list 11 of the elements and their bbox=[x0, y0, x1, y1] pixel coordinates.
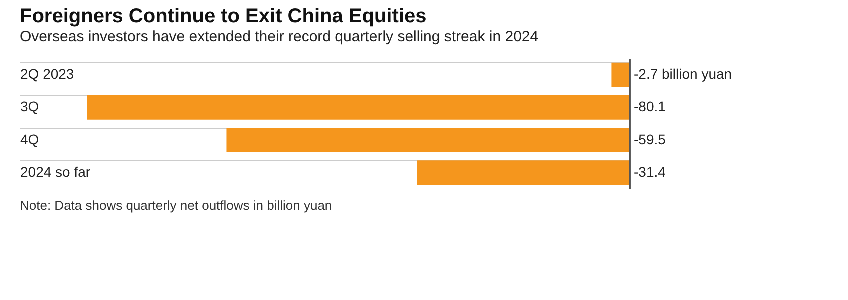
data-label: -59.5 bbox=[634, 131, 666, 148]
y-tick-label: 3Q bbox=[20, 98, 40, 115]
data-label: -80.1 bbox=[634, 98, 666, 115]
data-label: -31.4 bbox=[634, 164, 666, 180]
chart-title: Foreigners Continue to Exit China Equities bbox=[20, 5, 427, 28]
text: Note: Data shows quarterly net outflows in billion yuan bbox=[20, 198, 334, 213]
data-label: -2.7 billion yuan bbox=[634, 66, 732, 82]
y-tick-label: 2Q 2023 bbox=[20, 66, 74, 82]
y-tick-label: 4Q bbox=[20, 131, 40, 148]
y-tick-label: 2024 so far bbox=[20, 164, 91, 180]
chart-subtitle: Overseas investors have extended their record quarterly selling streak in 2024 bbox=[20, 28, 539, 46]
